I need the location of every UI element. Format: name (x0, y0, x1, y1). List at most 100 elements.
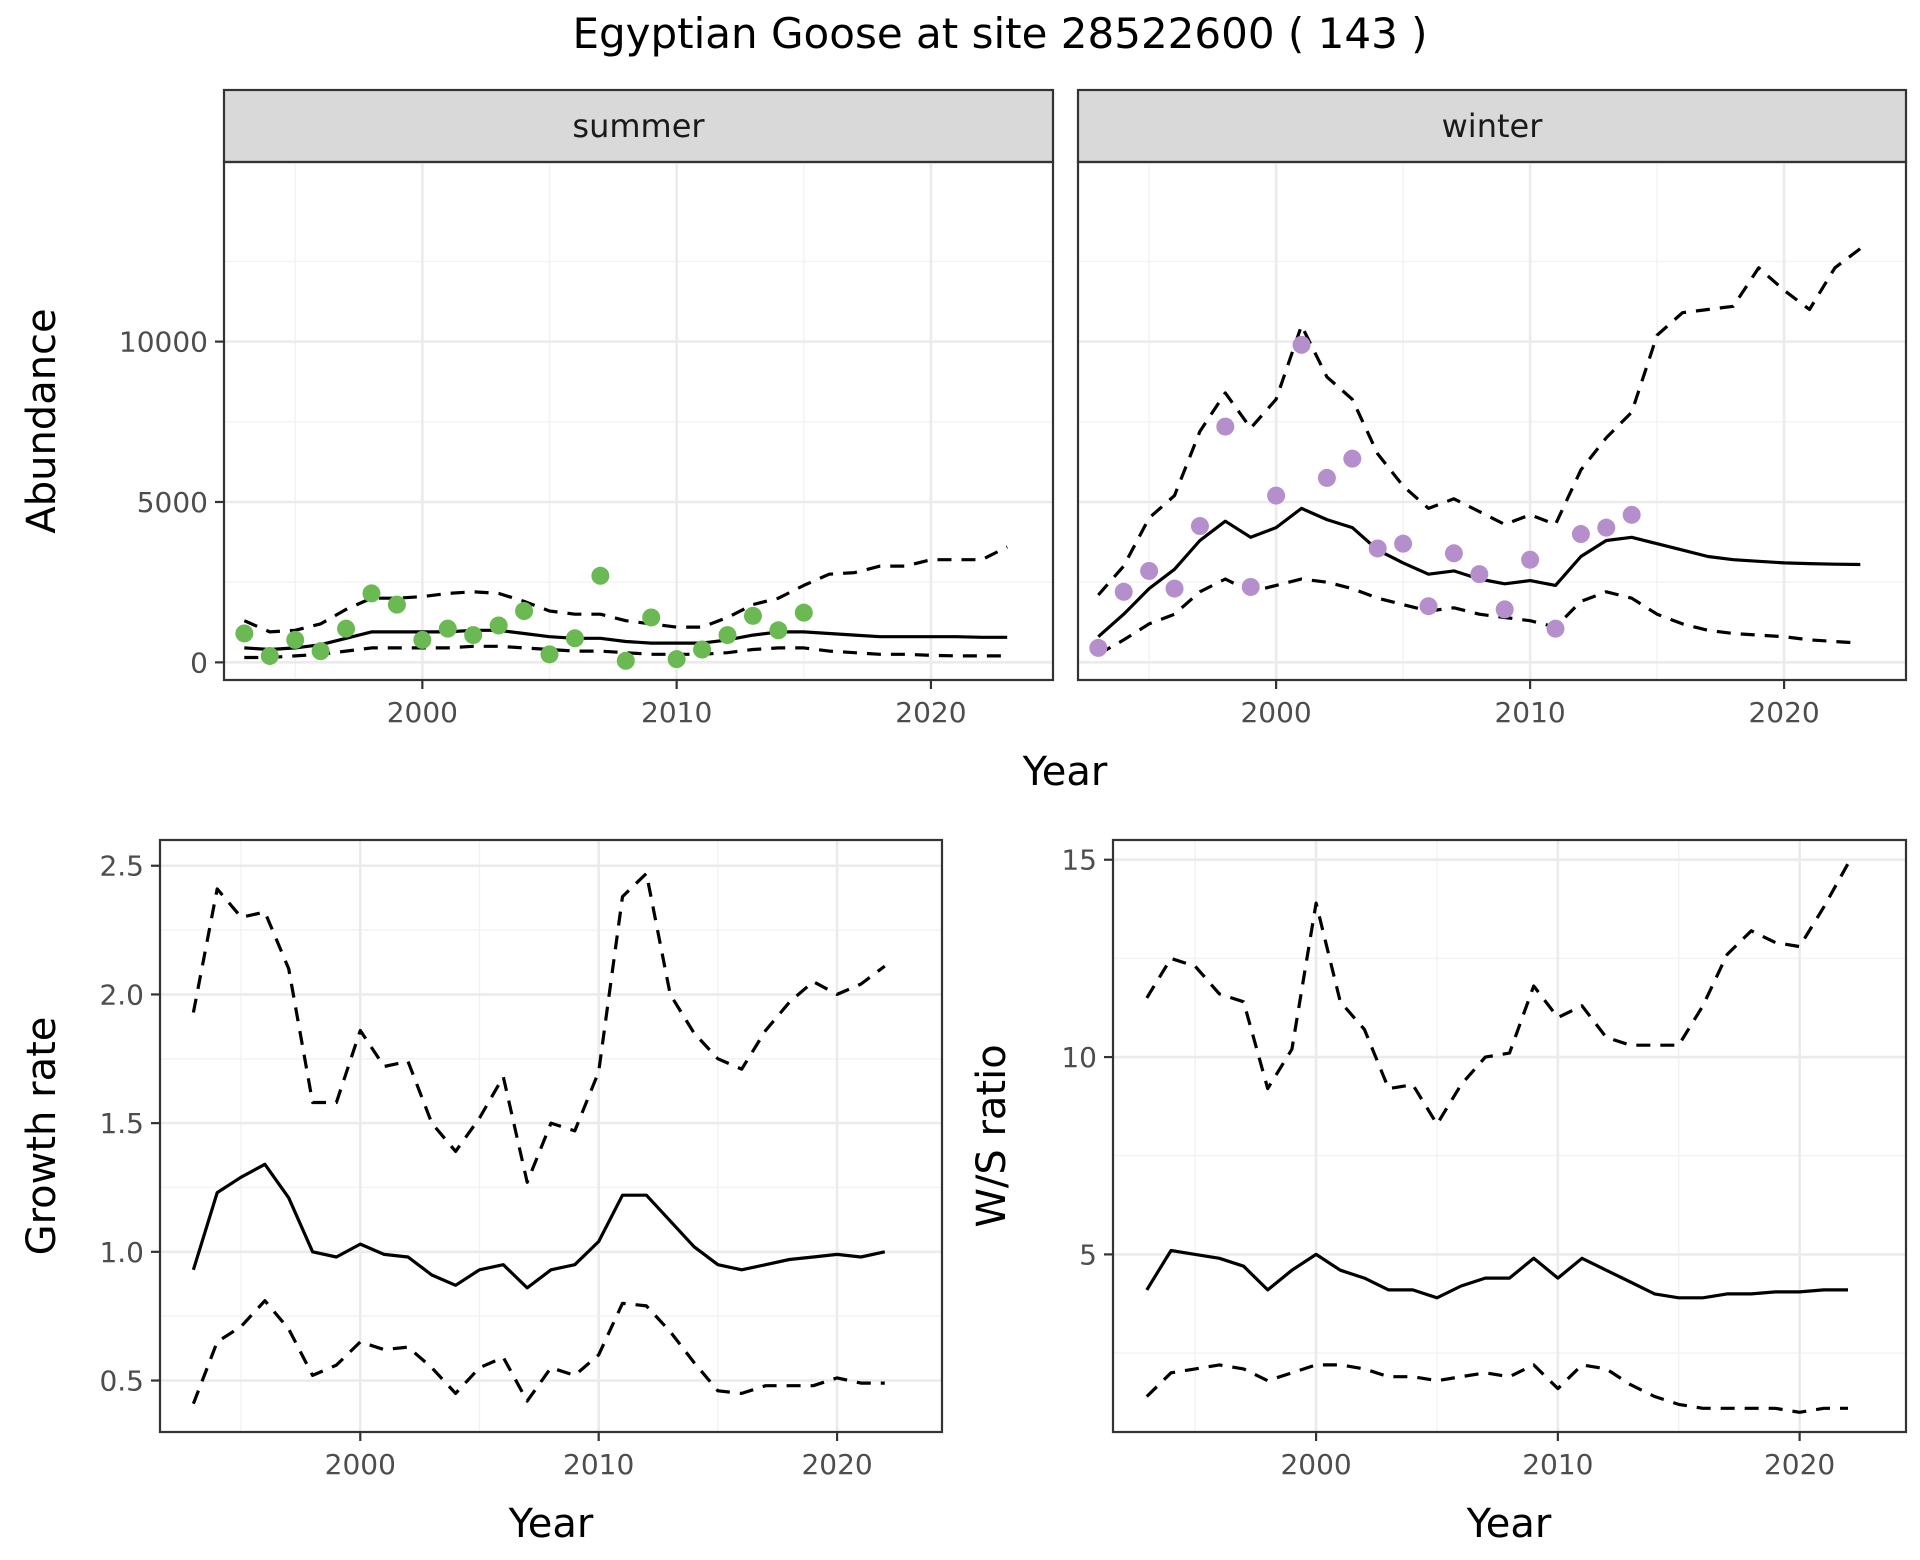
upper-ci-line (1097, 247, 1862, 597)
x-tick-label: 2000 (325, 1448, 396, 1481)
y-tick-label: 1.0 (99, 1236, 144, 1269)
y-tick-label: 1.5 (99, 1107, 144, 1140)
y-tick-label: 2.0 (99, 978, 144, 1011)
y-axis-growth: 0.5 1.0 1.5 2.0 2.5 (99, 850, 160, 1398)
plot-summer (235, 545, 1008, 670)
data-point (413, 630, 432, 649)
data-point (387, 595, 406, 614)
x-axis-winter: 2000 2010 2020 (1240, 680, 1820, 729)
data-point (769, 621, 788, 640)
y-tick-label: 5000 (137, 486, 208, 519)
data-point (1292, 335, 1311, 354)
upper-ci-line (243, 545, 1008, 634)
x-tick-label: 2020 (895, 696, 966, 729)
x-axis-title-top: Year (1022, 749, 1108, 795)
data-point (540, 645, 559, 664)
panel-border-growth (158, 838, 944, 1434)
data-point (1394, 534, 1413, 553)
data-point (260, 646, 279, 665)
x-tick-label: 2020 (1764, 1448, 1835, 1481)
x-axis-summer: 2000 2010 2020 (387, 680, 967, 729)
data-point (1089, 638, 1108, 657)
x-tick-label: 2000 (387, 696, 458, 729)
data-point (489, 616, 508, 635)
strip-label-winter: winter (1442, 107, 1544, 145)
estimate-line (1145, 1248, 1848, 1300)
x-tick-label: 2010 (1494, 696, 1565, 729)
y-axis-ws: 5 10 15 (1061, 844, 1113, 1271)
y-tick-label: 10000 (119, 326, 208, 359)
panel-winter: winter 2000 2010 2020 (1076, 88, 1908, 729)
data-point (286, 630, 305, 649)
panel-growth-rate: 2000 2010 2020 0.5 1.0 1.5 2.0 2.5 (99, 838, 944, 1481)
data-point (438, 619, 457, 638)
figure-title: Egyptian Goose at site 28522600 ( 143 ) (572, 9, 1427, 58)
grid-growth (160, 840, 942, 1432)
y-axis-title-ws: W/S ratio (969, 1044, 1015, 1227)
data-point (1317, 468, 1336, 487)
data-point (1444, 544, 1463, 563)
x-axis-title-growth: Year (508, 1501, 594, 1547)
data-point (565, 629, 584, 648)
x-tick-label: 2010 (563, 1448, 634, 1481)
data-point (515, 602, 534, 621)
panel-summer: summer 2000 2010 2020 0 5000 10000 (119, 88, 1055, 729)
data-point (311, 642, 330, 661)
estimate-line (244, 628, 1008, 652)
data-point (1470, 565, 1489, 584)
panel-ws-ratio: 2000 2010 2020 5 10 15 (1061, 838, 1908, 1481)
y-tick-label: 15 (1061, 844, 1097, 877)
lower-ci-line (244, 644, 1008, 660)
y-tick-label: 0 (190, 646, 208, 679)
data-point (1114, 582, 1133, 601)
data-point (1190, 517, 1209, 536)
x-tick-label: 2020 (1748, 696, 1819, 729)
data-point (1241, 577, 1260, 596)
data-point (1571, 525, 1590, 544)
data-point (1267, 486, 1286, 505)
data-point (591, 566, 610, 585)
data-point (1622, 505, 1641, 524)
data-point (616, 651, 635, 670)
data-point (642, 608, 661, 627)
x-tick-label: 2000 (1280, 1448, 1351, 1481)
grid-ws (1113, 840, 1906, 1432)
lower-ci-line (191, 1299, 885, 1405)
data-point (1165, 579, 1184, 598)
data-point (1495, 600, 1514, 619)
x-tick-label: 2010 (641, 696, 712, 729)
x-tick-label: 2000 (1240, 696, 1311, 729)
data-point (794, 603, 813, 622)
x-axis-ws: 2000 2010 2020 (1280, 1432, 1835, 1481)
strip-summer (222, 88, 1055, 164)
panel-border-winter (1076, 160, 1908, 682)
strip-winter (1076, 88, 1908, 164)
data-point (718, 626, 737, 645)
data-point (464, 626, 483, 645)
x-tick-label: 2010 (1522, 1448, 1593, 1481)
data-point (1368, 539, 1387, 558)
data-point (235, 624, 254, 643)
data-point (1521, 550, 1540, 569)
data-point (1140, 561, 1159, 580)
data-point (667, 650, 686, 669)
lower-ci-line (1097, 577, 1861, 656)
panel-border-summer (222, 160, 1055, 682)
data-point (693, 640, 712, 659)
x-axis-growth: 2000 2010 2020 (325, 1432, 873, 1481)
y-tick-label: 10 (1061, 1041, 1097, 1074)
y-axis-title-growth: Growth rate (19, 1017, 65, 1256)
lower-ci-line (1145, 1363, 1848, 1414)
strip-label-summer: summer (572, 107, 705, 145)
plot-ws (1145, 862, 1850, 1414)
x-axis-title-ws: Year (1466, 1501, 1552, 1547)
data-point (1343, 449, 1362, 468)
data-point (1419, 597, 1438, 616)
estimate-line (191, 1162, 886, 1290)
panel-border-ws (1111, 838, 1908, 1434)
y-tick-label: 0.5 (99, 1365, 144, 1398)
data-point (362, 584, 381, 603)
y-axis-summer: 0 5000 10000 (119, 326, 224, 679)
data-point (1546, 619, 1565, 638)
